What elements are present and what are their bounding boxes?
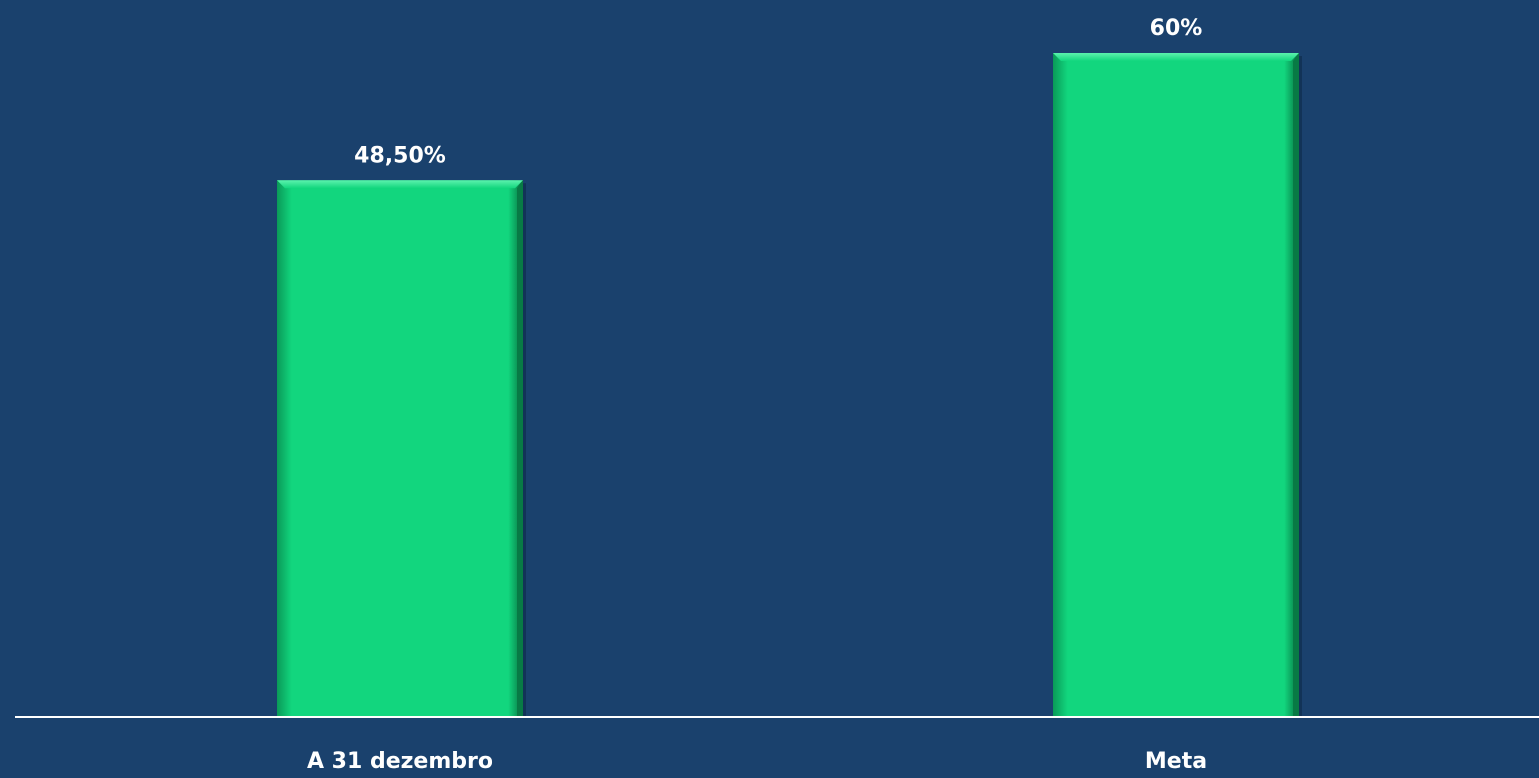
bar-bevel-right-1 [1293, 53, 1299, 717]
bars-group [277, 53, 1302, 717]
bar-bevel-top-0 [277, 180, 523, 189]
bar-0 [277, 180, 523, 717]
bar-1 [1053, 53, 1299, 717]
labels-group: 48,50% A 31 dezembro 60% Meta [307, 16, 1207, 774]
data-label-1: 60% [1150, 16, 1203, 41]
data-label-0: 48,50% [354, 143, 446, 168]
category-label-0: A 31 dezembro [307, 749, 493, 774]
bar-bevel-top-1 [1053, 53, 1299, 61]
bar-bevel-right-0 [517, 180, 523, 717]
category-label-1: Meta [1145, 749, 1207, 774]
